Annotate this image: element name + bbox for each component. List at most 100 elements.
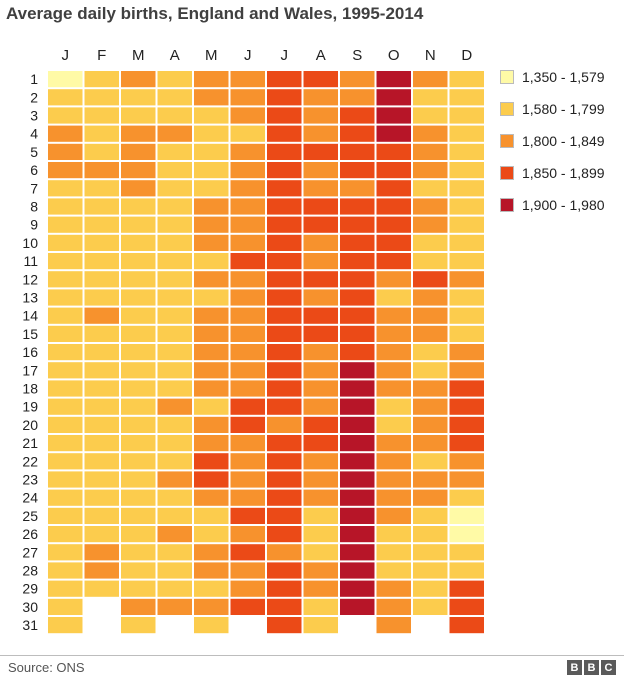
legend-swatch [500,198,514,212]
row-label: 2 [30,89,38,105]
heatmap-cell [303,289,338,306]
heatmap-cell [121,216,156,233]
heatmap-cell [230,89,265,106]
heatmap-cell [121,162,156,179]
heatmap-cell [48,453,83,470]
heatmap-chart: J F M A M J J A S O N D1234567891011121314151617181… [22,47,484,634]
heatmap-cell [267,362,302,379]
column-label: D [461,47,472,64]
heatmap-cell [267,253,302,270]
heatmap-cell [376,489,411,506]
heatmap-cell [413,507,448,524]
heatmap-cell [340,180,375,197]
heatmap-cell [267,71,302,88]
heatmap-cell [303,362,338,379]
heatmap-cell [413,471,448,488]
heatmap-cell [376,71,411,88]
heatmap-cell [230,162,265,179]
heatmap-cell [157,143,192,160]
heatmap-cell [413,271,448,288]
heatmap-cell [121,180,156,197]
heatmap-cell [121,526,156,543]
heatmap-cell [267,416,302,433]
heatmap-cell [376,344,411,361]
heatmap-cell [413,89,448,106]
heatmap-cell [340,307,375,324]
heatmap-cell [267,598,302,615]
heatmap-cell [194,162,229,179]
heatmap-cell [449,435,484,452]
heatmap-cell [340,289,375,306]
legend-swatch [500,134,514,148]
heatmap-cell [157,71,192,88]
row-label: 28 [22,563,38,579]
heatmap-cell [84,180,119,197]
heatmap-cell [413,198,448,215]
heatmap-cell [157,562,192,579]
heatmap-cell [449,580,484,597]
heatmap-cell [376,143,411,160]
heatmap-cell [194,416,229,433]
heatmap-cell [230,544,265,561]
heatmap-cell [230,71,265,88]
heatmap-cell [84,289,119,306]
heatmap-cell [157,544,192,561]
heatmap-cell [340,325,375,342]
heatmap-cell [230,289,265,306]
heatmap-cell [121,253,156,270]
heatmap-cell [376,598,411,615]
heatmap-cell [84,489,119,506]
heatmap-cell [376,125,411,142]
row-label: 26 [22,526,38,542]
heatmap-cell [376,526,411,543]
heatmap-cell [121,71,156,88]
heatmap-cell [267,289,302,306]
heatmap-cell [121,89,156,106]
heatmap-cell [194,362,229,379]
heatmap-cell [194,453,229,470]
heatmap-cell [84,162,119,179]
heatmap-cell [376,562,411,579]
heatmap-cell [48,580,83,597]
heatmap-cell [413,580,448,597]
heatmap-cell [340,453,375,470]
heatmap-cell [267,453,302,470]
heatmap-cell [157,289,192,306]
heatmap-cell [48,198,83,215]
heatmap-cell [303,198,338,215]
heatmap-cell [194,143,229,160]
heatmap-cell [230,416,265,433]
heatmap-cell [48,253,83,270]
heatmap-cell [449,289,484,306]
heatmap-cell [376,435,411,452]
heatmap-cell [48,143,83,160]
heatmap-cell [413,162,448,179]
heatmap-cell [157,526,192,543]
heatmap-cell [84,143,119,160]
heatmap-cell [48,398,83,415]
heatmap-cell [449,344,484,361]
heatmap-cell [48,380,83,397]
heatmap-cell [230,253,265,270]
heatmap-cell [267,143,302,160]
heatmap-cell [194,580,229,597]
heatmap-cell [449,507,484,524]
heatmap-cell [48,325,83,342]
heatmap-cell [48,162,83,179]
heatmap-cell [449,253,484,270]
heatmap-cell [376,234,411,251]
heatmap-cell [121,489,156,506]
heatmap-cell [121,307,156,324]
heatmap-cell [230,325,265,342]
heatmap-cell [267,380,302,397]
heatmap-cell [303,416,338,433]
heatmap-cell [194,253,229,270]
heatmap-cell [194,344,229,361]
heatmap-cell [303,380,338,397]
row-label: 15 [22,326,38,342]
heatmap-cell [376,307,411,324]
heatmap-cell [267,307,302,324]
legend: 1,350 - 1,579 1,580 - 1,799 1,800 - 1,84… [500,68,605,228]
heatmap-cell [376,453,411,470]
heatmap-cell [449,162,484,179]
